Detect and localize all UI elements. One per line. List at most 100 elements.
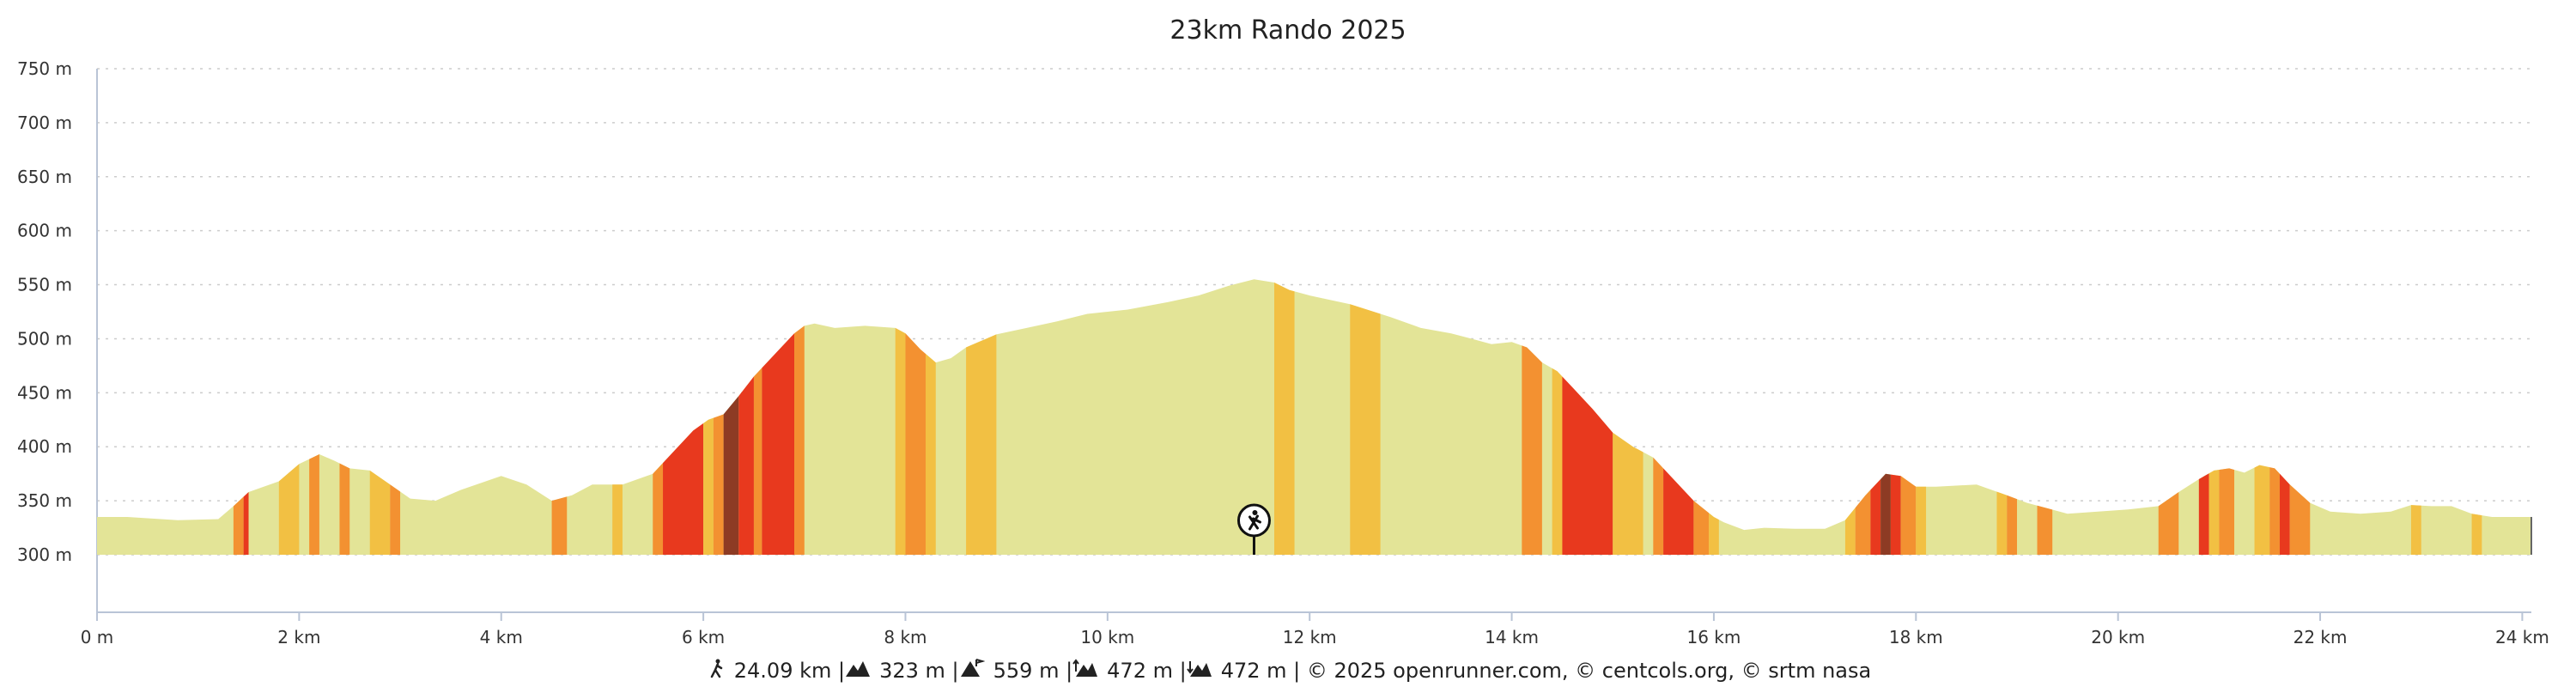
slope-band — [2471, 279, 2482, 555]
slope-band — [1693, 279, 1710, 555]
slope-band — [551, 279, 568, 555]
slope-band — [1916, 279, 1927, 555]
slope-band — [1274, 279, 1295, 555]
slope-band — [653, 279, 664, 555]
slope-band — [1613, 279, 1643, 555]
elevation-profile-chart: 300 m 350 m 400 m 450 m 500 m 550 m 600 m 650 m… — [17, 58, 2549, 647]
max-altitude-icon — [959, 658, 986, 684]
slope-band — [2289, 279, 2311, 555]
x-tick-label: 18 km — [1889, 627, 1943, 647]
y-tick-label: 500 m — [17, 328, 72, 349]
x-tick-label: 22 km — [2293, 627, 2348, 647]
x-tick-label: 16 km — [1687, 627, 1741, 647]
chart-title: 23km Rando 2025 — [1170, 15, 1406, 46]
y-tick-label: 400 m — [17, 436, 72, 457]
slope-band — [2269, 279, 2280, 555]
slope-band — [1844, 279, 1856, 555]
slope-band — [703, 279, 714, 555]
x-axis: 0 m 2 km 4 km 6 km 8 km 10 km 12 km 14 km 16 km 1… — [81, 516, 2549, 647]
x-tick-label: 8 km — [884, 627, 927, 647]
slope-band — [1855, 279, 1871, 555]
route-stat: 472 m | — [1072, 658, 1187, 684]
slope-band — [309, 279, 319, 555]
slope-band — [895, 279, 906, 555]
slope-band — [233, 279, 244, 555]
slope-band — [278, 279, 300, 555]
x-tick-label: 12 km — [1283, 627, 1337, 647]
route-stat: 323 m | — [845, 658, 959, 684]
y-tick-label: 750 m — [17, 58, 72, 79]
slope-band — [1653, 279, 1664, 555]
slope-band — [612, 279, 623, 555]
slope-band — [1522, 279, 1542, 555]
slope-band — [762, 279, 795, 555]
route-marker[interactable] — [1236, 503, 1271, 555]
y-tick-label: 350 m — [17, 490, 72, 511]
elevation-gain-icon — [845, 658, 871, 684]
slope-band — [738, 279, 754, 555]
route-stat: 559 m | — [959, 658, 1073, 684]
route-stats-footer: 24.09 km | 323 m | 559 m | 472 m | 472 m | ©… — [0, 658, 2576, 684]
slope-band — [243, 279, 249, 555]
slope-band — [1996, 279, 2008, 555]
slope-band — [2410, 279, 2421, 555]
route-stat-text: 559 m | — [993, 659, 1073, 683]
slope-band — [1890, 279, 1901, 555]
route-stat-text: 323 m | — [879, 659, 959, 683]
slope-band — [723, 279, 739, 555]
slope-bands — [233, 279, 2482, 555]
slope-band — [966, 279, 997, 555]
x-tick-label: 0 m — [81, 627, 114, 647]
x-tick-label: 20 km — [2091, 627, 2145, 647]
slope-band — [2279, 279, 2290, 555]
elevation-area — [97, 279, 2531, 555]
distance-icon — [705, 658, 726, 684]
slope-band — [713, 279, 724, 555]
slope-band — [2037, 279, 2053, 555]
slope-band — [339, 279, 350, 555]
slope-band — [1350, 279, 1381, 555]
x-tick-label: 4 km — [480, 627, 523, 647]
y-tick-label: 650 m — [17, 167, 72, 187]
x-tick-label: 24 km — [2495, 627, 2549, 647]
route-stat-text: 472 m | © 2025 openrunner.com, © centcol… — [1220, 659, 1872, 683]
slope-band — [369, 279, 391, 555]
slope-band — [2219, 279, 2235, 555]
x-tick-label: 6 km — [682, 627, 725, 647]
slope-band — [1562, 279, 1613, 555]
x-tick-label: 2 km — [277, 627, 320, 647]
x-tick-label: 14 km — [1485, 627, 1539, 647]
slope-band — [753, 279, 762, 555]
slope-band — [663, 279, 704, 555]
route-stat-text: 24.09 km | — [733, 659, 846, 683]
y-tick-label: 300 m — [17, 544, 72, 565]
slope-band — [2208, 279, 2220, 555]
slope-band — [2254, 279, 2270, 555]
slope-band — [2158, 279, 2179, 555]
slope-band — [1552, 279, 1563, 555]
y-axis: 300 m 350 m 400 m 450 m 500 m 550 m 600 m 650 m… — [17, 58, 98, 612]
y-tick-label: 600 m — [17, 221, 72, 241]
slope-band — [2198, 279, 2209, 555]
y-tick-label: 450 m — [17, 382, 72, 403]
slope-band — [1880, 279, 1891, 555]
slope-band — [1663, 279, 1694, 555]
descent-icon — [1186, 658, 1212, 684]
route-stat-text: 472 m | — [1107, 659, 1187, 683]
ascent-icon — [1072, 658, 1098, 684]
x-tick-label: 10 km — [1080, 627, 1134, 647]
slope-band — [794, 279, 805, 555]
slope-band — [1870, 279, 1881, 555]
marker-glyph-head — [1252, 510, 1258, 515]
slope-band — [1900, 279, 1917, 555]
route-stat: 24.09 km | — [705, 658, 845, 684]
route-stat: 472 m | © 2025 openrunner.com, © centcol… — [1186, 658, 1872, 684]
slope-band — [2007, 279, 2017, 555]
slope-band — [390, 279, 401, 555]
y-tick-label: 550 m — [17, 275, 72, 295]
slope-band — [926, 279, 936, 555]
slope-band — [1709, 279, 1719, 555]
y-tick-label: 700 m — [17, 112, 72, 133]
marker-glyph-body — [1248, 514, 1261, 531]
slope-band — [905, 279, 927, 555]
